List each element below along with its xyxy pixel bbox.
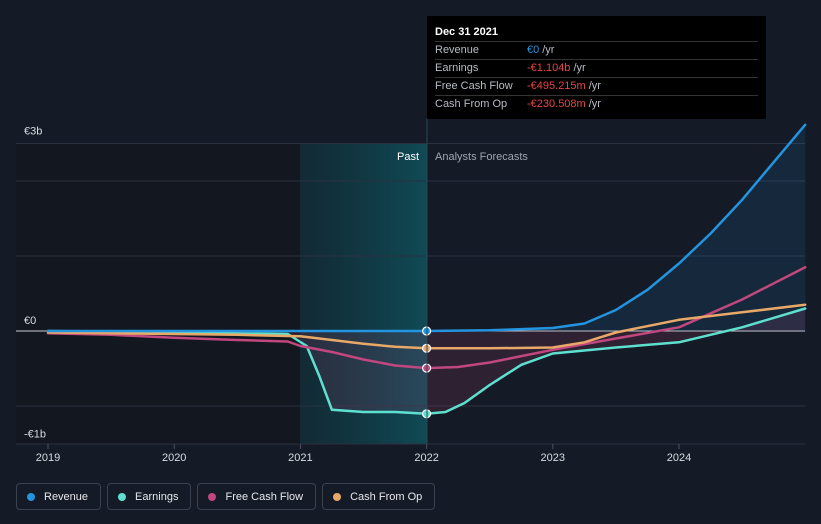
x-tick-label: 2023 xyxy=(541,452,565,464)
legend-label: Free Cash Flow xyxy=(225,490,304,503)
x-tick-label: 2019 xyxy=(36,452,60,464)
x-tick-label: 2020 xyxy=(162,452,186,464)
tooltip-unit: /yr xyxy=(573,62,586,74)
tooltip-unit: /yr xyxy=(542,44,555,56)
legend-item-revenue[interactable]: Revenue xyxy=(16,483,102,510)
x-tick-label: 2024 xyxy=(667,452,691,464)
forecast-label: Analysts Forecasts xyxy=(435,151,528,163)
tooltip-value: -€1.104b xyxy=(527,62,571,74)
y-tick-label: -€1b xyxy=(24,428,46,440)
legend-dot-icon xyxy=(27,492,35,501)
tooltip-row-cash-from-op: Cash From Op -€230.508m /yr xyxy=(435,95,758,113)
legend-item-cash-from-op[interactable]: Cash From Op xyxy=(322,483,436,510)
tooltip-value: -€230.508m xyxy=(527,98,586,110)
tooltip-date: Dec 31 2021 xyxy=(435,26,498,38)
series-line-earnings xyxy=(46,307,807,416)
tooltip-label: Earnings xyxy=(435,62,479,74)
tooltip-row-free-cash-flow: Free Cash Flow -€495.215m /yr xyxy=(435,77,758,95)
tooltip-row-earnings: Earnings -€1.104b /yr xyxy=(435,59,758,77)
legend-item-earnings[interactable]: Earnings xyxy=(107,483,192,510)
tooltip-value: €0 xyxy=(527,44,540,56)
revenue-area xyxy=(48,124,806,331)
x-tick-label: 2022 xyxy=(414,452,438,464)
past-region xyxy=(300,144,427,444)
series-line-free-cash-flow xyxy=(46,266,807,370)
y-tick-label: €3b xyxy=(24,126,42,138)
tooltip-label: Free Cash Flow xyxy=(435,80,513,92)
legend: Revenue Earnings Free Cash Flow Cash Fro… xyxy=(16,483,436,510)
tooltip-row-revenue: Revenue €0 /yr xyxy=(435,41,758,59)
series-line-cash-from-op xyxy=(46,303,807,350)
legend-dot-icon xyxy=(333,492,342,501)
x-tick-label: 2021 xyxy=(288,452,312,464)
y-tick-label: €0 xyxy=(24,315,36,327)
tooltip-label: Cash From Op xyxy=(435,98,508,110)
tooltip-value: -€495.215m xyxy=(527,80,586,92)
legend-label: Cash From Op xyxy=(350,490,423,503)
legend-dot-icon xyxy=(118,492,127,501)
series-line-revenue xyxy=(46,123,807,333)
legend-label: Earnings xyxy=(135,490,179,503)
tooltip-unit: /yr xyxy=(588,98,601,110)
tooltip: Dec 31 2021 Revenue €0 /yr Earnings -€1.… xyxy=(427,16,766,119)
tooltip-unit: /yr xyxy=(588,80,601,92)
legend-item-free-cash-flow[interactable]: Free Cash Flow xyxy=(197,483,317,510)
history-background xyxy=(16,144,300,444)
legend-dot-icon xyxy=(208,492,217,501)
past-label: Past xyxy=(397,151,419,163)
tooltip-label: Revenue xyxy=(435,44,480,56)
legend-label: Revenue xyxy=(44,490,89,503)
